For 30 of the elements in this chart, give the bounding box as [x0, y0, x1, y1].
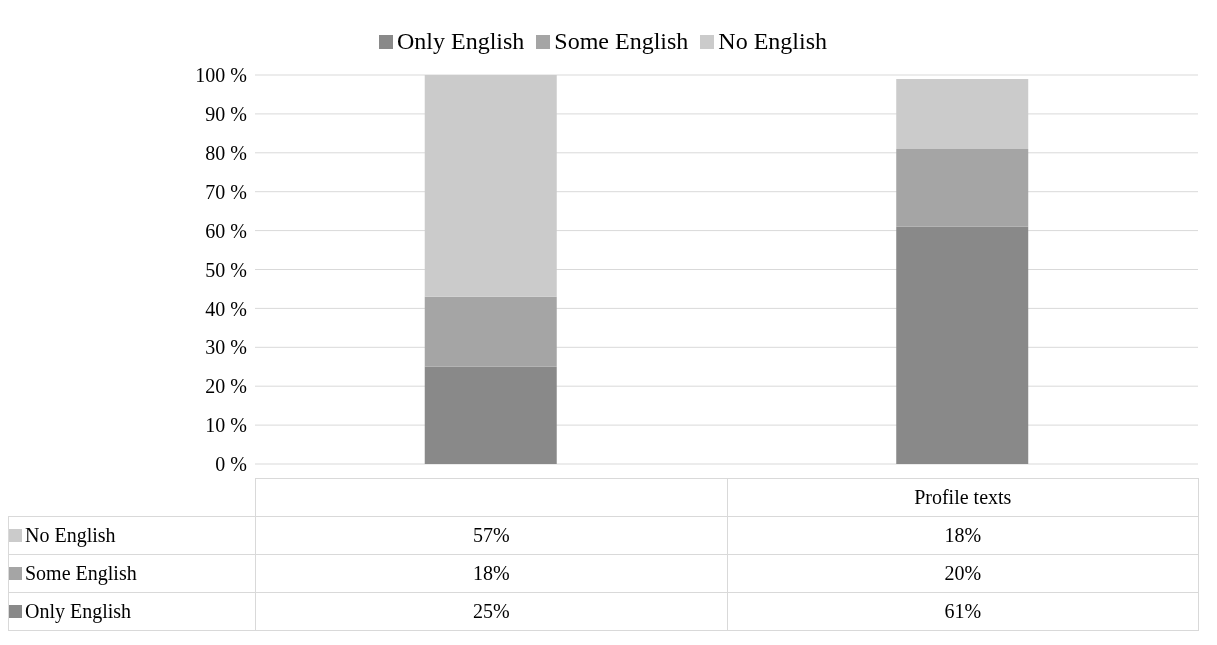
bar: [896, 78, 1029, 149]
data-label: 18%: [727, 516, 1199, 555]
data-label: 61%: [727, 592, 1199, 631]
data-label: 25%: [255, 592, 727, 631]
y-tick-label: 50 %: [205, 258, 247, 281]
data-label: 57%: [255, 516, 727, 555]
y-tick-label: 90 %: [205, 103, 247, 125]
x-tick-label: Profile texts: [727, 478, 1199, 517]
y-tick-label: 10 %: [205, 414, 247, 437]
bar: [896, 148, 1029, 227]
y-tick-label: 20 %: [205, 375, 247, 398]
text: Only English: [25, 600, 132, 622]
text: No English: [25, 524, 116, 546]
data-label: 20%: [727, 554, 1199, 593]
y-tick-label: 60 %: [205, 219, 247, 242]
bar: [424, 366, 557, 464]
legend-label: Some English: [553, 28, 689, 55]
y-tick-label: 30 %: [205, 336, 247, 359]
bar: [896, 226, 1029, 464]
y-tick-label: 100 %: [195, 64, 247, 87]
bar: [424, 296, 557, 367]
y-tick-label: 0 %: [215, 453, 247, 476]
y-tick-label: 80 %: [205, 141, 247, 164]
legend-label: No English: [717, 28, 828, 55]
text: Some English: [25, 562, 137, 584]
y-tick-label: 70 %: [205, 180, 247, 203]
y-tick-label: 40 %: [205, 297, 247, 320]
bar: [424, 75, 557, 297]
legend-label: Only English: [396, 28, 525, 55]
data-label: 18%: [255, 554, 727, 593]
